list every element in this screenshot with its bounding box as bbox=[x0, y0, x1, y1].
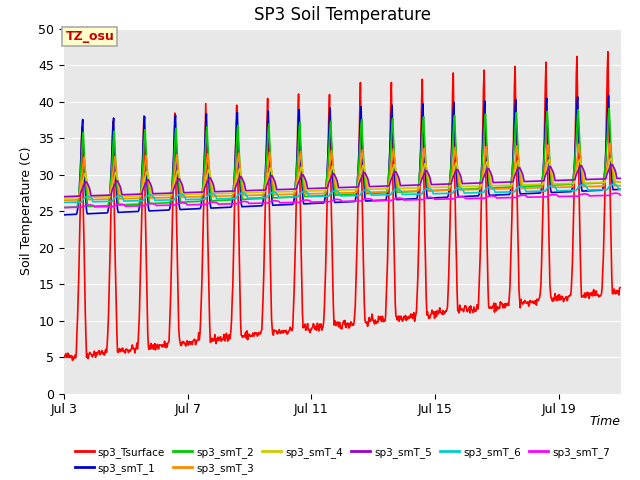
sp3_smT_3 bbox=[509, 174, 517, 180]
Line: sp3_smT_3: sp3_smT_3 bbox=[64, 144, 620, 200]
Text: Time: Time bbox=[590, 416, 621, 429]
Y-axis label: Soil Temperature (C): Soil Temperature (C) bbox=[20, 147, 33, 276]
sp3_smT_5 bbox=[292, 186, 300, 192]
sp3_smT_7 bbox=[509, 195, 517, 201]
sp3_Tsurface bbox=[616, 285, 624, 290]
sp3_smT_6 bbox=[616, 186, 624, 192]
Legend: sp3_Tsurface, sp3_smT_1, sp3_smT_2, sp3_smT_3, sp3_smT_4, sp3_smT_5, sp3_smT_6, : sp3_Tsurface, sp3_smT_1, sp3_smT_2, sp3_… bbox=[70, 443, 614, 478]
sp3_smT_4 bbox=[191, 192, 198, 197]
sp3_smT_6 bbox=[80, 195, 88, 201]
sp3_smT_7 bbox=[191, 202, 198, 207]
sp3_Tsurface bbox=[68, 358, 76, 363]
sp3_smT_5 bbox=[262, 184, 270, 190]
sp3_smT_1 bbox=[80, 158, 88, 164]
sp3_smT_6 bbox=[610, 181, 618, 187]
sp3_smT_7 bbox=[616, 192, 624, 198]
Line: sp3_smT_5: sp3_smT_5 bbox=[64, 165, 620, 197]
sp3_smT_1 bbox=[292, 173, 300, 179]
sp3_Tsurface bbox=[263, 116, 271, 122]
sp3_smT_5 bbox=[616, 176, 624, 181]
sp3_smT_7 bbox=[60, 204, 68, 210]
sp3_smT_3 bbox=[60, 197, 68, 203]
sp3_smT_6 bbox=[292, 194, 300, 200]
sp3_smT_4 bbox=[509, 176, 517, 182]
sp3_smT_6 bbox=[509, 189, 517, 195]
sp3_smT_3 bbox=[191, 194, 198, 200]
sp3_smT_7 bbox=[262, 200, 270, 206]
sp3_smT_5 bbox=[375, 183, 383, 189]
sp3_Tsurface bbox=[191, 342, 199, 348]
sp3_smT_3 bbox=[292, 183, 300, 189]
sp3_smT_2 bbox=[191, 199, 198, 204]
sp3_smT_6 bbox=[60, 200, 68, 205]
sp3_smT_4 bbox=[616, 179, 624, 185]
sp3_smT_5 bbox=[60, 194, 68, 200]
Line: sp3_smT_4: sp3_smT_4 bbox=[64, 158, 620, 198]
sp3_smT_4 bbox=[262, 180, 270, 186]
sp3_smT_3 bbox=[262, 176, 270, 181]
sp3_smT_2 bbox=[80, 145, 88, 151]
sp3_Tsurface bbox=[604, 49, 612, 55]
sp3_smT_3 bbox=[616, 183, 624, 189]
sp3_smT_7 bbox=[80, 204, 88, 209]
sp3_smT_4 bbox=[292, 185, 300, 191]
sp3_smT_2 bbox=[375, 190, 383, 196]
sp3_smT_2 bbox=[262, 159, 270, 165]
sp3_smT_7 bbox=[375, 198, 383, 204]
sp3_smT_4 bbox=[375, 186, 383, 192]
sp3_Tsurface bbox=[60, 353, 68, 359]
sp3_smT_5 bbox=[608, 162, 616, 168]
sp3_smT_1 bbox=[616, 186, 624, 192]
Line: sp3_Tsurface: sp3_Tsurface bbox=[64, 52, 620, 360]
sp3_smT_5 bbox=[509, 179, 517, 184]
sp3_smT_4 bbox=[607, 156, 615, 161]
sp3_Tsurface bbox=[293, 178, 301, 184]
sp3_smT_5 bbox=[191, 190, 198, 195]
sp3_smT_1 bbox=[191, 206, 198, 212]
sp3_smT_4 bbox=[80, 173, 88, 179]
sp3_Tsurface bbox=[510, 117, 518, 122]
sp3_smT_3 bbox=[375, 189, 383, 195]
sp3_smT_6 bbox=[262, 195, 270, 201]
Line: sp3_smT_1: sp3_smT_1 bbox=[64, 96, 620, 215]
Text: TZ_osu: TZ_osu bbox=[65, 30, 115, 43]
Line: sp3_smT_2: sp3_smT_2 bbox=[64, 108, 620, 207]
Line: sp3_smT_7: sp3_smT_7 bbox=[64, 193, 620, 207]
sp3_smT_1 bbox=[262, 149, 270, 155]
sp3_smT_2 bbox=[605, 106, 613, 111]
sp3_smT_6 bbox=[375, 192, 383, 198]
sp3_smT_1 bbox=[509, 152, 517, 157]
sp3_smT_5 bbox=[80, 182, 88, 188]
sp3_smT_7 bbox=[292, 200, 300, 205]
sp3_smT_6 bbox=[191, 196, 198, 202]
sp3_smT_1 bbox=[375, 197, 383, 203]
sp3_smT_2 bbox=[60, 204, 68, 210]
sp3_smT_7 bbox=[612, 190, 620, 196]
sp3_smT_3 bbox=[80, 154, 88, 160]
sp3_smT_4 bbox=[60, 195, 68, 201]
sp3_smT_1 bbox=[605, 93, 612, 98]
sp3_smT_2 bbox=[509, 157, 517, 163]
sp3_Tsurface bbox=[376, 317, 383, 323]
sp3_smT_2 bbox=[616, 179, 624, 185]
sp3_Tsurface bbox=[81, 275, 88, 281]
Line: sp3_smT_6: sp3_smT_6 bbox=[64, 184, 620, 203]
sp3_smT_3 bbox=[606, 141, 614, 146]
sp3_smT_1 bbox=[60, 212, 68, 218]
sp3_smT_2 bbox=[292, 176, 300, 181]
Title: SP3 Soil Temperature: SP3 Soil Temperature bbox=[254, 6, 431, 24]
